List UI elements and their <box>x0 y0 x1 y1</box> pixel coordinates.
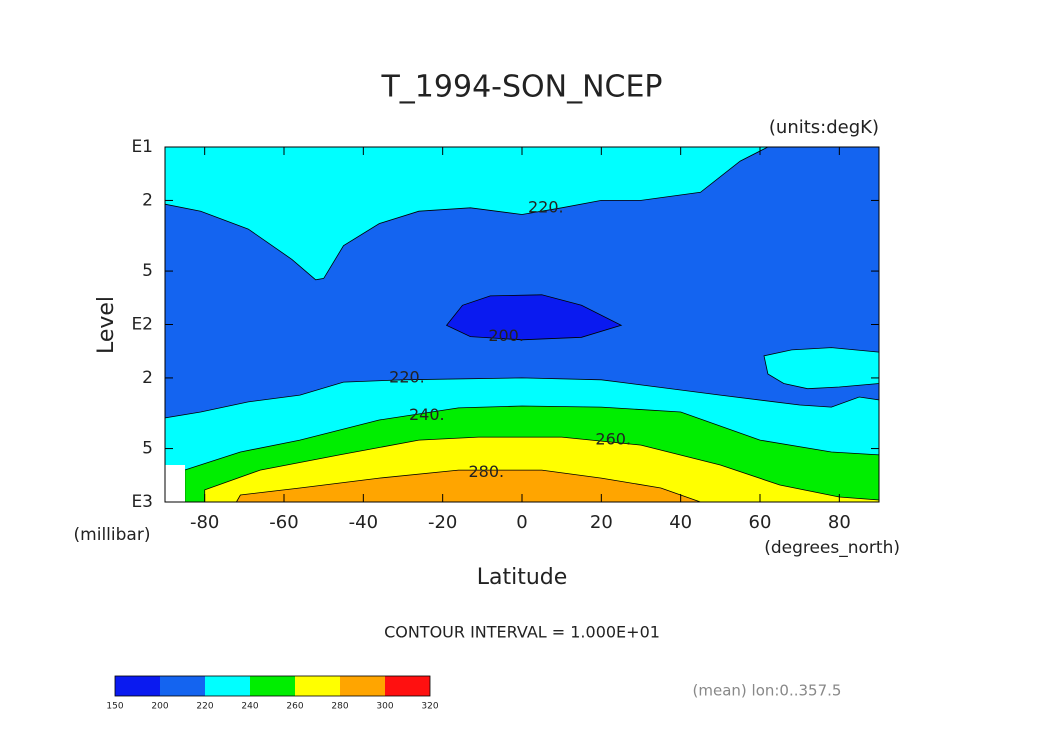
x-tick-label: -80 <box>190 512 219 533</box>
x-tick-label: -60 <box>269 512 298 533</box>
x-tick-label: -40 <box>349 512 378 533</box>
colorbar-label: 220 <box>196 702 213 712</box>
y-axis-label: Level <box>94 296 119 354</box>
colorbar-label: 260 <box>286 702 303 712</box>
contour-label: 260. <box>595 430 631 449</box>
y-tick-label: 2 <box>142 190 153 210</box>
colorbar-swatch <box>340 676 385 696</box>
contour-label: 280. <box>468 462 504 481</box>
x-axis-label: Latitude <box>477 565 568 590</box>
overlay: 220. 200. 220. 240. 260. 280. <box>389 197 631 480</box>
x-tick-label: 0 <box>516 512 527 533</box>
contour-label: 240. <box>409 405 445 424</box>
contour-region <box>164 146 880 419</box>
contour-label: 220. <box>389 367 425 386</box>
missing-data <box>165 465 185 502</box>
contour-region <box>445 294 623 341</box>
colorbar-swatch <box>385 676 430 696</box>
colorbar-label: 300 <box>376 702 393 712</box>
colorbar-swatch <box>115 676 160 696</box>
x-tick-label: 20 <box>590 512 613 533</box>
y-tick-label: E1 <box>131 137 153 157</box>
colorbar-swatch <box>295 676 340 696</box>
colorbar-label: 280 <box>331 702 348 712</box>
note: (mean) lon:0..357.5 <box>693 682 842 700</box>
contour-fill <box>164 146 880 503</box>
contour-label: 200. <box>488 326 524 345</box>
colorbar-swatch <box>250 676 295 696</box>
x-tick-label: -20 <box>428 512 457 533</box>
y-tick-label: 2 <box>142 368 153 388</box>
x-tick-label: 40 <box>669 512 692 533</box>
y-tick-label: 5 <box>142 439 153 459</box>
contour-label: 220. <box>528 197 564 216</box>
units-label: (units:degK) <box>769 117 879 138</box>
colorbar-swatch <box>205 676 250 696</box>
chart-title: T_1994-SON_NCEP <box>380 70 662 105</box>
colorbar-frame <box>114 675 431 697</box>
contour-region <box>763 347 880 390</box>
x-units: (degrees_north) <box>764 538 900 558</box>
contour-interval: CONTOUR INTERVAL = 1.000E+01 <box>384 623 660 642</box>
colorbar-label: 320 <box>421 702 438 712</box>
x-tick-label: 60 <box>749 512 772 533</box>
y-tick-label: E2 <box>131 315 153 335</box>
x-tick-label: 80 <box>828 512 851 533</box>
colorbar-label: 240 <box>241 702 258 712</box>
y-tick-label: 5 <box>142 261 153 281</box>
colorbar-label: 150 <box>106 702 123 712</box>
colorbar-label: 200 <box>151 702 168 712</box>
colorbar-swatch <box>160 676 205 696</box>
y-units: (millibar) <box>74 525 151 545</box>
y-tick-label: E3 <box>131 492 153 512</box>
